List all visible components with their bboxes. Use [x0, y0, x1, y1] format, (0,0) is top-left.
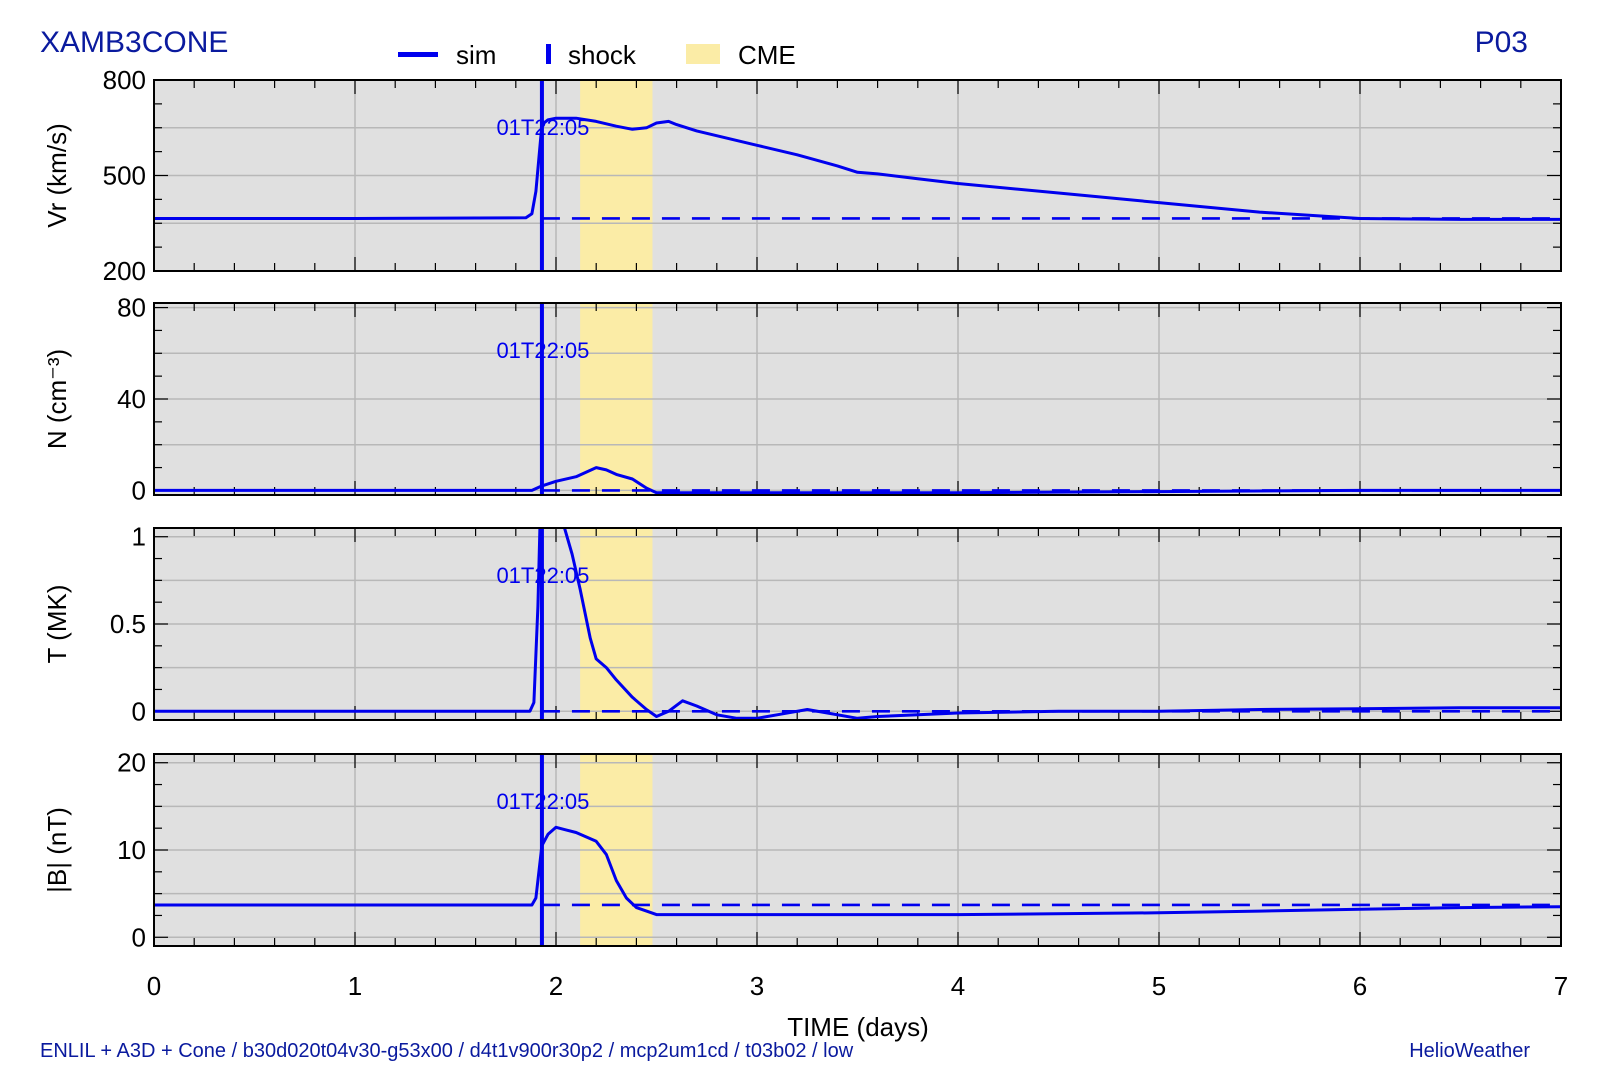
x-tick-label: 4 [951, 971, 965, 1001]
panel-frame [153, 79, 1562, 272]
panel-4: 01T22:05 0 10 20 |B| (nT) [42, 748, 1562, 952]
y-axis-label: N (cm⁻³) [42, 349, 72, 449]
panel-data-layer [154, 528, 1561, 720]
panel-1: 01T22:05 200 500 800 Vr (km/s) [42, 65, 1562, 286]
panel-frame [153, 302, 1562, 496]
x-axis-label: TIME (days) [787, 1012, 929, 1042]
sim-series-line [154, 466, 1561, 495]
panel-3: 01T22:05 0 0.5 1 T (MK) [42, 522, 1562, 726]
shock-time-label: 01T22:05 [496, 115, 589, 140]
x-tick-label: 1 [348, 971, 362, 1001]
sim-series-line [154, 528, 1561, 720]
y-tick-label: 0 [132, 922, 146, 952]
y-tick-label: 10 [117, 835, 146, 865]
y-tick-label: 800 [103, 65, 146, 95]
y-tick-label: 20 [117, 748, 146, 778]
legend-cme-box [686, 44, 720, 64]
x-tick-label: 3 [750, 971, 764, 1001]
panel-2: 01T22:05 0 40 80 N (cm⁻³) [42, 293, 1562, 505]
y-tick-label: 500 [103, 161, 146, 191]
plot-title-left: XAMB3CONE [40, 26, 229, 59]
panel-data-layer [154, 754, 1561, 946]
y-tick-label: 0.5 [110, 609, 146, 639]
y-tick-label: 0 [132, 475, 146, 505]
y-tick-label: 80 [117, 293, 146, 323]
x-tick-label: 2 [549, 971, 563, 1001]
panel-frame [153, 527, 1562, 721]
y-axis-label: T (MK) [42, 585, 72, 664]
shock-time-label: 01T22:05 [496, 563, 589, 588]
y-tick-label: 0 [132, 696, 146, 726]
x-tick-label: 5 [1152, 971, 1166, 1001]
x-tick-label: 7 [1554, 971, 1568, 1001]
panel-frame [153, 753, 1562, 947]
legend-shock-bar [546, 44, 551, 64]
panel-data-layer [154, 303, 1561, 495]
x-tick-label: 0 [147, 971, 161, 1001]
y-tick-label: 200 [103, 256, 146, 286]
legend-cme-label: CME [738, 40, 796, 70]
shock-time-label: 01T22:05 [496, 789, 589, 814]
legend-sim-label: sim [456, 40, 497, 70]
footer-run-info: ENLIL + A3D + Cone / b30d020t04v30-g53x0… [40, 1040, 854, 1062]
footer-brand: HelioWeather [1409, 1040, 1530, 1062]
x-axis: 0 1 2 3 4 5 6 7 [147, 971, 1568, 1001]
sim-series-line [154, 825, 1561, 917]
shock-time-label: 01T22:05 [496, 338, 589, 363]
y-axis-label: |B| (nT) [42, 807, 72, 893]
y-tick-label: 1 [132, 522, 146, 552]
y-tick-label: 40 [117, 384, 146, 414]
legend-sim-line [398, 52, 438, 57]
legend-shock-label: shock [568, 40, 636, 70]
y-axis-label: Vr (km/s) [42, 123, 72, 227]
x-tick-label: 6 [1353, 971, 1367, 1001]
panel-data-layer [154, 80, 1561, 271]
legend: sim shock CME [398, 36, 818, 72]
plot-title-right: P03 [1474, 26, 1528, 59]
